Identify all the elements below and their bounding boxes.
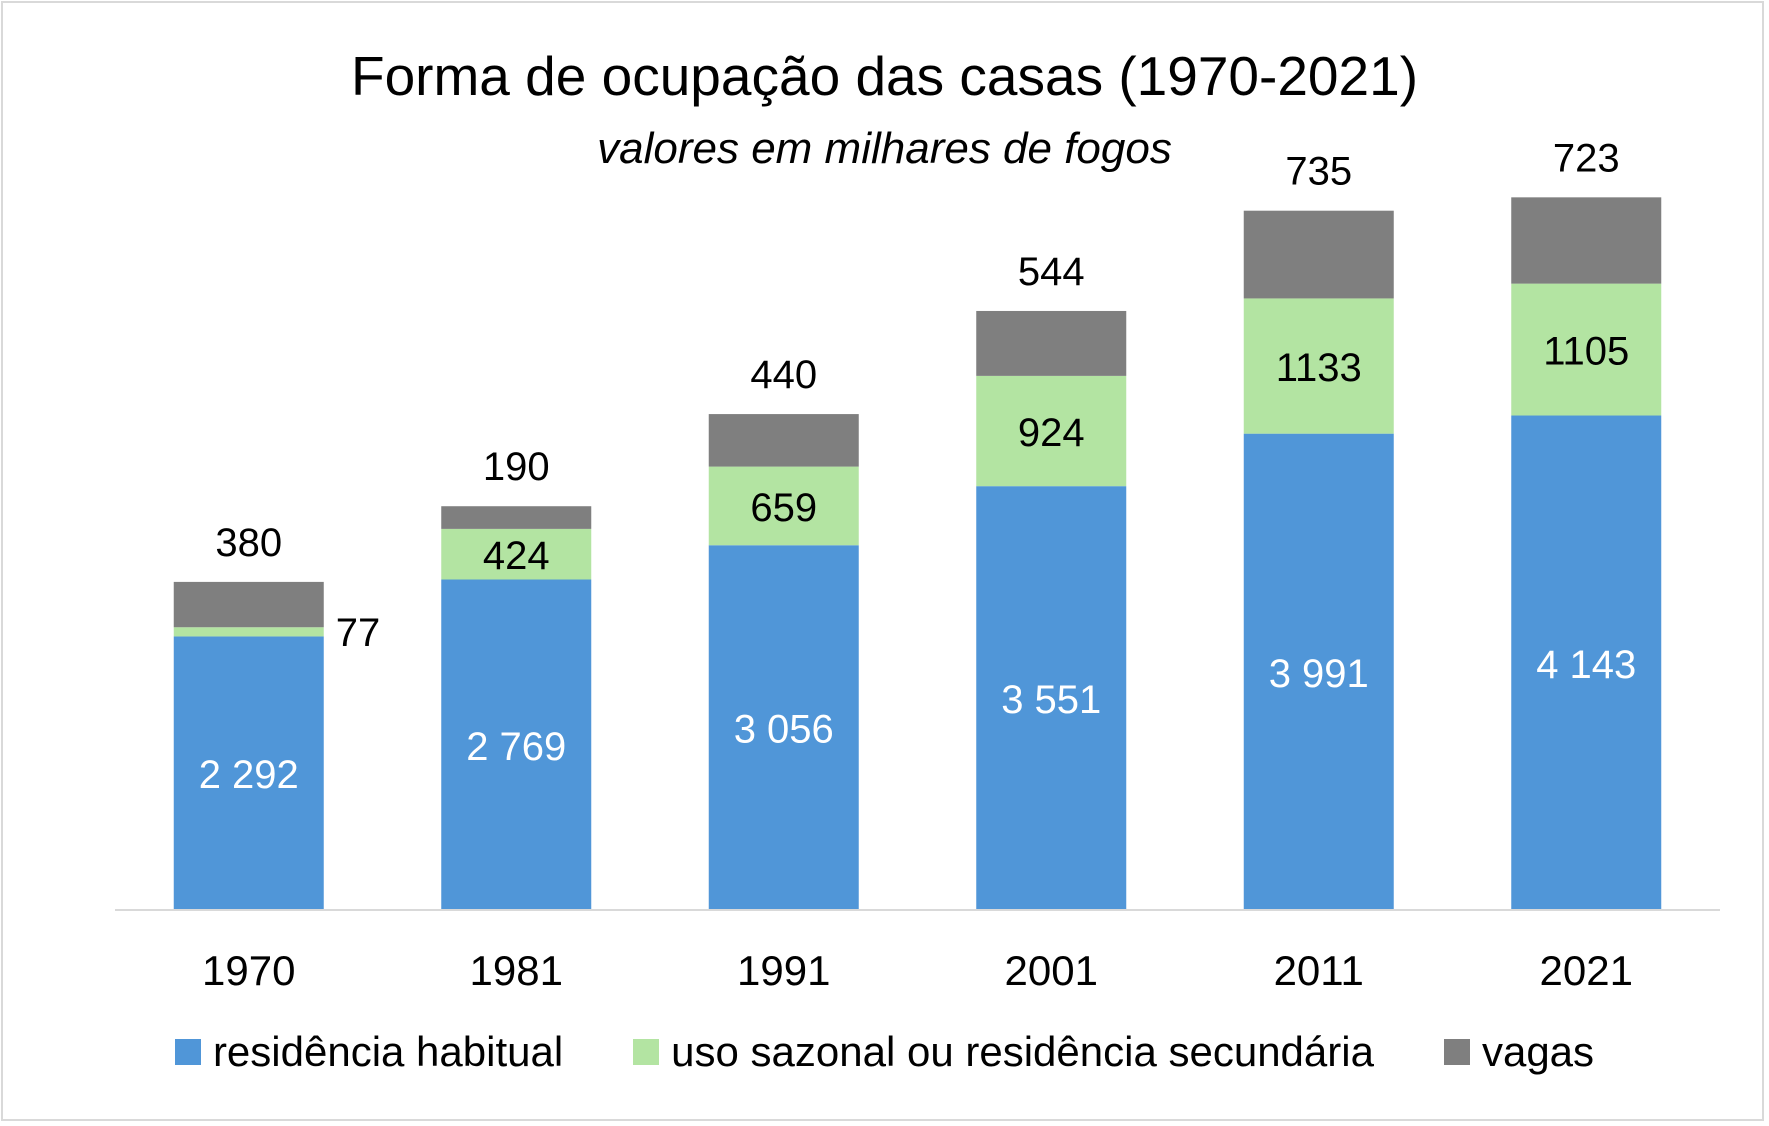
legend-label: vagas: [1481, 1028, 1595, 1075]
data-label: 380: [215, 521, 282, 565]
legend-item: vagas: [1443, 1028, 1595, 1076]
bar-segment: [708, 466, 859, 546]
bar-segment: [1511, 283, 1662, 416]
data-label: 1133: [1276, 346, 1362, 390]
bar-segment: [173, 581, 324, 628]
data-label: 3 056: [734, 708, 834, 752]
x-tick-label: 2021: [1540, 947, 1633, 994]
data-label: 1105: [1543, 330, 1629, 374]
legend-swatch: [174, 1039, 201, 1065]
data-label: 2 292: [199, 753, 299, 797]
bar-segment: [1243, 210, 1394, 299]
bar-segment: [441, 528, 592, 580]
data-label: 77: [336, 611, 381, 655]
bar-segment: [708, 545, 859, 910]
data-label: 424: [483, 534, 550, 578]
data-label: 3 991: [1269, 652, 1369, 696]
bar-segment: [708, 414, 859, 467]
data-label: 723: [1553, 136, 1620, 180]
data-label: 3 551: [1001, 678, 1101, 722]
x-tick-label: 1991: [737, 947, 830, 994]
legend-swatch: [633, 1039, 660, 1065]
bar-segment: [1511, 415, 1662, 910]
x-tick-label: 1970: [202, 947, 295, 994]
bar-segment: [173, 627, 324, 637]
data-label: 190: [483, 445, 550, 489]
data-label: 924: [1018, 411, 1085, 455]
data-label: 735: [1285, 150, 1352, 194]
bar-segment: [1243, 433, 1394, 910]
legend-item: residência habitual: [174, 1028, 564, 1076]
data-label: 544: [1018, 250, 1085, 294]
bar-segment: [1243, 298, 1394, 434]
bar-segment: [441, 579, 592, 910]
bar-segment: [976, 310, 1127, 376]
bar-segment: [976, 375, 1127, 487]
data-label: 2 769: [466, 725, 566, 769]
data-label: 4 143: [1536, 643, 1636, 687]
bar-segment: [173, 636, 324, 910]
bar-segment: [441, 506, 592, 529]
x-tick-label: 2001: [1005, 947, 1098, 994]
legend-item: uso sazonal ou residência secundária: [633, 1028, 1374, 1076]
bar-segment: [1511, 197, 1662, 284]
legend-label: uso sazonal ou residência secundária: [671, 1028, 1374, 1075]
chart-legend: residência habitual uso sazonal ou residê…: [0, 1028, 1769, 1076]
data-label: 659: [750, 486, 817, 530]
legend-swatch: [1443, 1039, 1470, 1065]
legend-label: residência habitual: [212, 1028, 564, 1075]
x-tick-label: 2011: [1274, 947, 1364, 994]
bar-segment: [976, 486, 1127, 910]
data-label: 440: [750, 353, 817, 397]
x-tick-label: 1981: [470, 947, 563, 994]
chart-subtitle: valores em milhares de fogos: [597, 124, 1172, 173]
chart-title: Forma de ocupação das casas (1970-2021): [350, 45, 1419, 107]
